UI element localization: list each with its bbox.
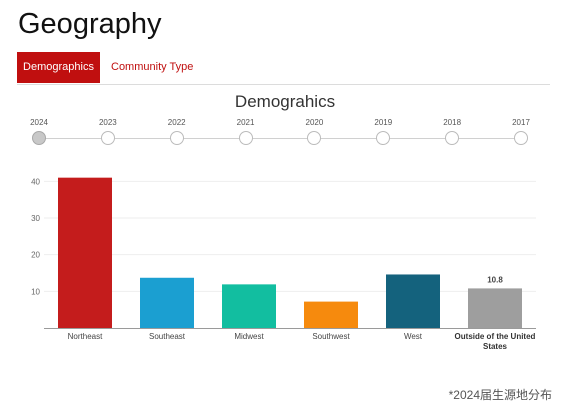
bar-midwest[interactable] <box>222 284 276 328</box>
y-tick-label: 30 <box>31 214 40 223</box>
bar-outside-of-the-united-states[interactable] <box>468 288 522 328</box>
x-category-label: Midwest <box>234 332 264 341</box>
tab-bar: Demographics Community Type <box>17 52 550 85</box>
year-label-2017[interactable]: 2017 <box>512 118 530 127</box>
y-tick-label: 20 <box>31 251 40 260</box>
year-label-2021[interactable]: 2021 <box>236 118 255 127</box>
chart-title: Demograhics <box>234 92 336 111</box>
year-label-2020[interactable]: 2020 <box>305 118 324 127</box>
x-category-label: Northeast <box>68 332 103 341</box>
year-dot-2024[interactable] <box>32 131 46 145</box>
bar-northeast[interactable] <box>58 177 112 328</box>
year-dot-2019[interactable] <box>376 131 391 145</box>
y-tick-label: 40 <box>31 177 40 186</box>
bar-west[interactable] <box>386 274 440 328</box>
year-dot-2020[interactable] <box>307 131 322 145</box>
tab-demographics[interactable]: Demographics <box>17 52 100 83</box>
year-label-2023[interactable]: 2023 <box>98 118 117 127</box>
year-dot-2022[interactable] <box>169 131 184 145</box>
year-label-2022[interactable]: 2022 <box>167 118 186 127</box>
timeline-track <box>39 138 521 139</box>
x-category-label: West <box>404 332 423 341</box>
footnote: *2024届生源地分布 <box>448 388 552 402</box>
x-category-label: Southeast <box>149 332 186 341</box>
year-label-2019[interactable]: 2019 <box>374 118 393 127</box>
y-tick-label: 10 <box>31 287 40 296</box>
year-dot-2023[interactable] <box>100 131 115 145</box>
tab-community-type[interactable]: Community Type <box>111 61 194 73</box>
year-dot-2018[interactable] <box>445 131 460 145</box>
year-dot-2021[interactable] <box>238 131 253 145</box>
year-label-2018[interactable]: 2018 <box>443 118 462 127</box>
year-dot-2017[interactable] <box>514 131 528 145</box>
x-category-label: Outside of the United States <box>455 332 536 351</box>
year-label-2024[interactable]: 2024 <box>30 118 48 127</box>
bar-southwest[interactable] <box>304 301 358 328</box>
data-label: 10.8 <box>487 275 503 284</box>
bar-southeast[interactable] <box>140 277 194 328</box>
page-title: Geography <box>18 8 162 40</box>
x-category-label: Southwest <box>312 332 350 341</box>
